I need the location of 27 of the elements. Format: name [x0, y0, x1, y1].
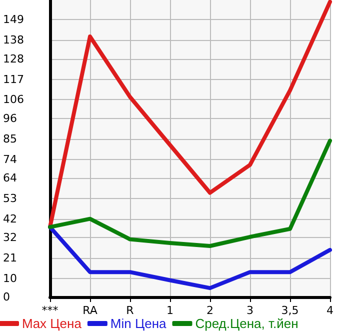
- x-tick-label: RA: [82, 304, 98, 317]
- y-tick-label: 21: [3, 251, 17, 264]
- y-tick-label: 149: [3, 13, 24, 26]
- y-tick-label: 85: [3, 132, 17, 146]
- y-tick-label: 0: [3, 290, 10, 304]
- x-tick-label: 3: [246, 304, 254, 317]
- y-tick-label: 117: [3, 72, 24, 86]
- y-tick-label: 64: [3, 171, 17, 184]
- x-tick-label: R: [126, 304, 134, 317]
- y-tick-label: 74: [3, 152, 17, 166]
- y-tick-label: 42: [3, 212, 17, 226]
- y-tick-label: 10: [3, 272, 17, 285]
- y-tick-label: 53: [3, 192, 17, 205]
- y-tick-label: 138: [3, 34, 24, 47]
- x-tick-label: ***: [42, 304, 59, 317]
- line-series: [48, 138, 332, 248]
- legend-label: Сред.Цена, т.йен: [195, 316, 298, 331]
- y-tick-label: 128: [3, 52, 24, 66]
- y-tick-label: 96: [3, 112, 17, 125]
- x-tick-label: 4: [326, 304, 334, 317]
- y-tick-label: 106: [3, 93, 24, 106]
- legend-label: Min Цена: [110, 316, 168, 331]
- x-tick-label: 3,5: [281, 304, 299, 317]
- legend-label: Max Цена: [22, 316, 82, 331]
- y-tick-label: 32: [3, 230, 17, 244]
- x-tick-label: 2: [206, 304, 214, 317]
- x-tick-label: 1: [166, 304, 174, 317]
